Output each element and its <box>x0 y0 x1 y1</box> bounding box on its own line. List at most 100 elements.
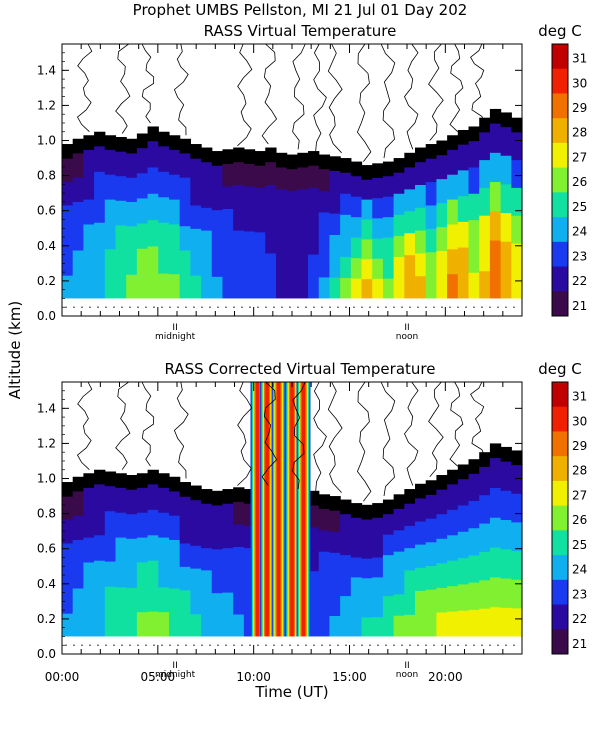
heat-cell <box>489 606 502 638</box>
gate-dot <box>305 644 307 646</box>
heat-cell <box>168 490 181 516</box>
heat-cap <box>382 161 395 177</box>
gate-dot <box>409 306 411 308</box>
heat-cell <box>500 155 512 185</box>
colorbar-tick-label: 29 <box>572 101 587 115</box>
gate-dot <box>201 306 203 308</box>
gate-dot <box>297 644 299 646</box>
heat-cell <box>415 613 427 638</box>
gate-dot <box>297 306 299 308</box>
heat-cell <box>190 545 202 569</box>
heat-cell <box>136 273 149 300</box>
colorbar-swatch <box>552 406 568 432</box>
colorbar-tick-label: 30 <box>572 414 587 428</box>
contour-line <box>380 381 396 497</box>
heat-cell <box>233 591 245 615</box>
heat-cell <box>479 466 491 496</box>
heat-cell <box>489 546 502 578</box>
heat-cell <box>393 529 405 552</box>
colorbar-swatch <box>552 93 568 119</box>
heat-cell <box>340 575 352 597</box>
heat-cell <box>190 251 202 276</box>
colorbar-swatch <box>552 68 568 94</box>
heat-cell <box>72 515 84 540</box>
heat-cell <box>382 615 395 638</box>
y-tick-label: 1.2 <box>37 436 56 450</box>
heat-cell <box>179 225 191 251</box>
colorbar-swatch <box>552 44 568 70</box>
colorbar-tick-label: 31 <box>572 390 587 404</box>
heat-cell <box>147 585 159 612</box>
heat-cell <box>361 258 373 280</box>
heat-cap <box>511 117 523 133</box>
heat-cap <box>136 473 149 488</box>
heat-cell <box>425 228 438 253</box>
gate-dot <box>241 644 243 646</box>
heat-cap <box>489 443 502 459</box>
heat-cell <box>243 614 256 638</box>
heat-cell <box>308 570 320 594</box>
heat-cell <box>350 277 363 300</box>
panel1-colorbar-label: deg C <box>538 22 582 40</box>
gate-dot <box>345 306 347 308</box>
heat-cell <box>211 254 224 277</box>
heat-cell <box>457 144 470 171</box>
heat-cell <box>147 193 159 221</box>
heat-cap <box>489 108 502 124</box>
heat-cell <box>104 535 117 562</box>
heat-cap <box>340 158 352 173</box>
heat-cap <box>179 138 191 154</box>
heat-cell <box>222 208 234 232</box>
colorbar-tick-label: 28 <box>572 464 587 478</box>
heat-cell <box>329 615 341 638</box>
heat-cell <box>158 561 170 588</box>
heat-cap <box>286 154 298 170</box>
gate-dot <box>105 644 107 646</box>
gate-dot <box>505 644 507 646</box>
heat-cell <box>286 190 298 213</box>
x-tick-label: 15:00 <box>332 670 367 684</box>
heat-cap <box>136 133 149 149</box>
heat-cell <box>190 568 202 592</box>
heat-cell <box>489 152 502 183</box>
gate-dot <box>449 306 451 308</box>
heat-cell <box>179 177 191 202</box>
heat-cell <box>126 152 138 178</box>
heat-cell <box>479 579 491 609</box>
heat-cell <box>104 149 117 175</box>
heat-cell <box>265 161 277 185</box>
heat-cell <box>222 230 234 255</box>
heat-cell <box>168 539 181 565</box>
heat-cell <box>361 518 373 540</box>
y-tick-label: 0.8 <box>37 507 56 521</box>
heat-cell <box>457 504 470 532</box>
heat-cell <box>201 592 213 615</box>
heat-cell <box>447 223 459 250</box>
heat-cell <box>340 554 352 576</box>
heat-cell <box>275 166 288 190</box>
heat-cell <box>190 275 202 300</box>
colorbar-swatch <box>552 241 568 268</box>
heat-cell <box>62 228 74 253</box>
annotation-mark: II <box>404 323 409 333</box>
heat-cell <box>329 573 341 595</box>
heat-cell <box>308 526 320 550</box>
heat-cell <box>489 210 502 241</box>
gate-dot <box>313 644 315 646</box>
heat-cell <box>94 483 106 510</box>
gate-dot <box>209 644 211 646</box>
y-tick-label: 0.4 <box>37 577 56 591</box>
heat-cell <box>511 242 523 272</box>
heat-cell <box>308 504 320 528</box>
heat-cap <box>168 135 181 150</box>
heat-cell <box>361 218 373 240</box>
heat-cell <box>211 614 224 638</box>
heat-cell <box>126 225 138 251</box>
annotation-label: noon <box>396 332 418 342</box>
panel1-heatmap <box>62 108 523 316</box>
heat-cell <box>308 548 320 572</box>
heat-cell <box>286 276 298 300</box>
heat-cell <box>265 252 277 277</box>
heat-cell <box>468 193 480 221</box>
heat-cell <box>468 166 480 194</box>
